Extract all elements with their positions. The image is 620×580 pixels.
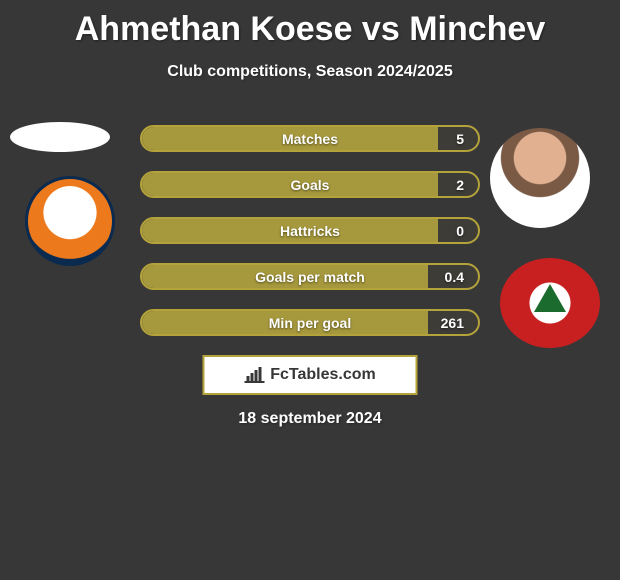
stat-label: Hattricks <box>280 223 340 239</box>
stat-label: Goals per match <box>255 269 365 285</box>
stat-value: 0.4 <box>445 269 464 285</box>
stat-label: Min per goal <box>269 315 351 331</box>
player-left-club-badge <box>25 176 115 266</box>
stats-panel: Matches 5 Goals 2 Hattricks 0 Goals per … <box>140 125 480 355</box>
stat-value: 261 <box>441 315 464 331</box>
stat-label: Matches <box>282 131 338 147</box>
bar-chart-icon <box>244 367 264 383</box>
date-text: 18 september 2024 <box>238 410 381 428</box>
stat-bar-goals-per-match: Goals per match 0.4 <box>140 263 480 290</box>
player-left-photo <box>10 122 110 152</box>
subtitle: Club competitions, Season 2024/2025 <box>0 63 620 81</box>
stat-value: 0 <box>456 223 464 239</box>
stat-bar-goals: Goals 2 <box>140 171 480 198</box>
player-right-club-badge <box>500 258 600 348</box>
stat-bar-hattricks: Hattricks 0 <box>140 217 480 244</box>
brand-text: FcTables.com <box>270 366 376 384</box>
stat-bar-matches: Matches 5 <box>140 125 480 152</box>
stat-value: 2 <box>456 177 464 193</box>
brand-box[interactable]: FcTables.com <box>203 355 418 395</box>
stat-label: Goals <box>291 177 330 193</box>
page-title: Ahmethan Koese vs Minchev <box>0 0 620 49</box>
stat-value: 5 <box>456 131 464 147</box>
player-right-photo <box>490 128 590 228</box>
stat-bar-min-per-goal: Min per goal 261 <box>140 309 480 336</box>
